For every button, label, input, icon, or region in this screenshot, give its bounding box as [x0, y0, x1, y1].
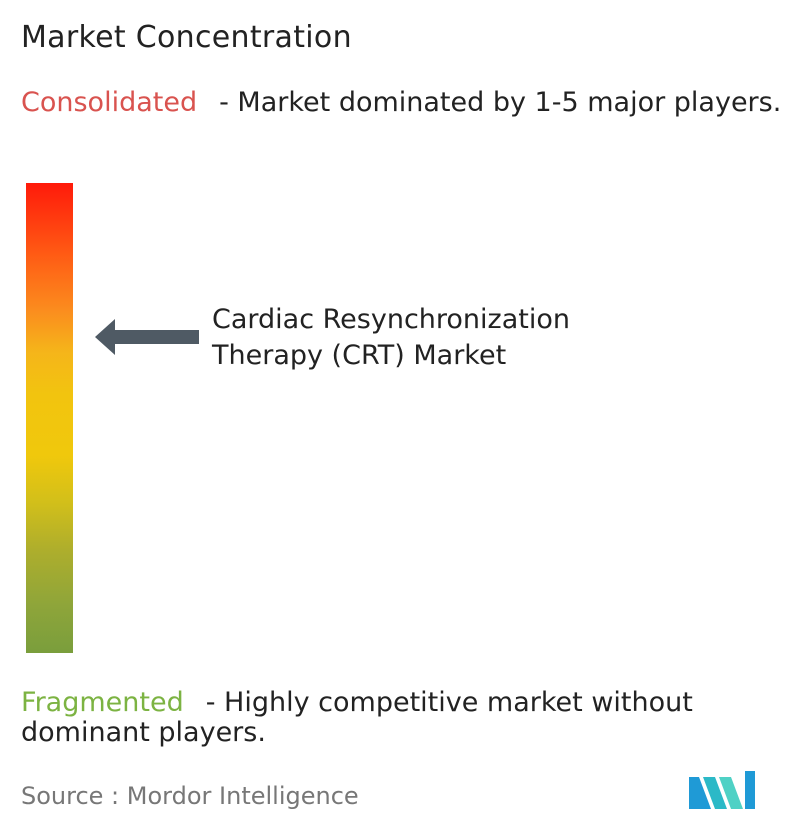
consolidated-text: - Market dominated by 1-5 major players. — [219, 87, 782, 118]
fragmented-text: - Highly competitive market without domi… — [21, 687, 693, 748]
fragmented-keyword: Fragmented — [21, 687, 184, 718]
consolidated-description: Consolidated - Market dominated by 1-5 ma… — [21, 88, 791, 118]
market-label: Cardiac Resynchronization Therapy (CRT) … — [212, 304, 570, 371]
source-text: Source : Mordor Intelligence — [21, 782, 359, 810]
consolidated-keyword: Consolidated — [21, 87, 198, 118]
fragmented-description: Fragmented - Highly competitive market wi… — [21, 688, 791, 748]
mordor-intelligence-logo-icon — [689, 771, 755, 809]
arrow-left-icon — [95, 319, 199, 355]
concentration-gradient-bar — [26, 183, 73, 653]
page-title: Market Concentration — [21, 20, 352, 55]
